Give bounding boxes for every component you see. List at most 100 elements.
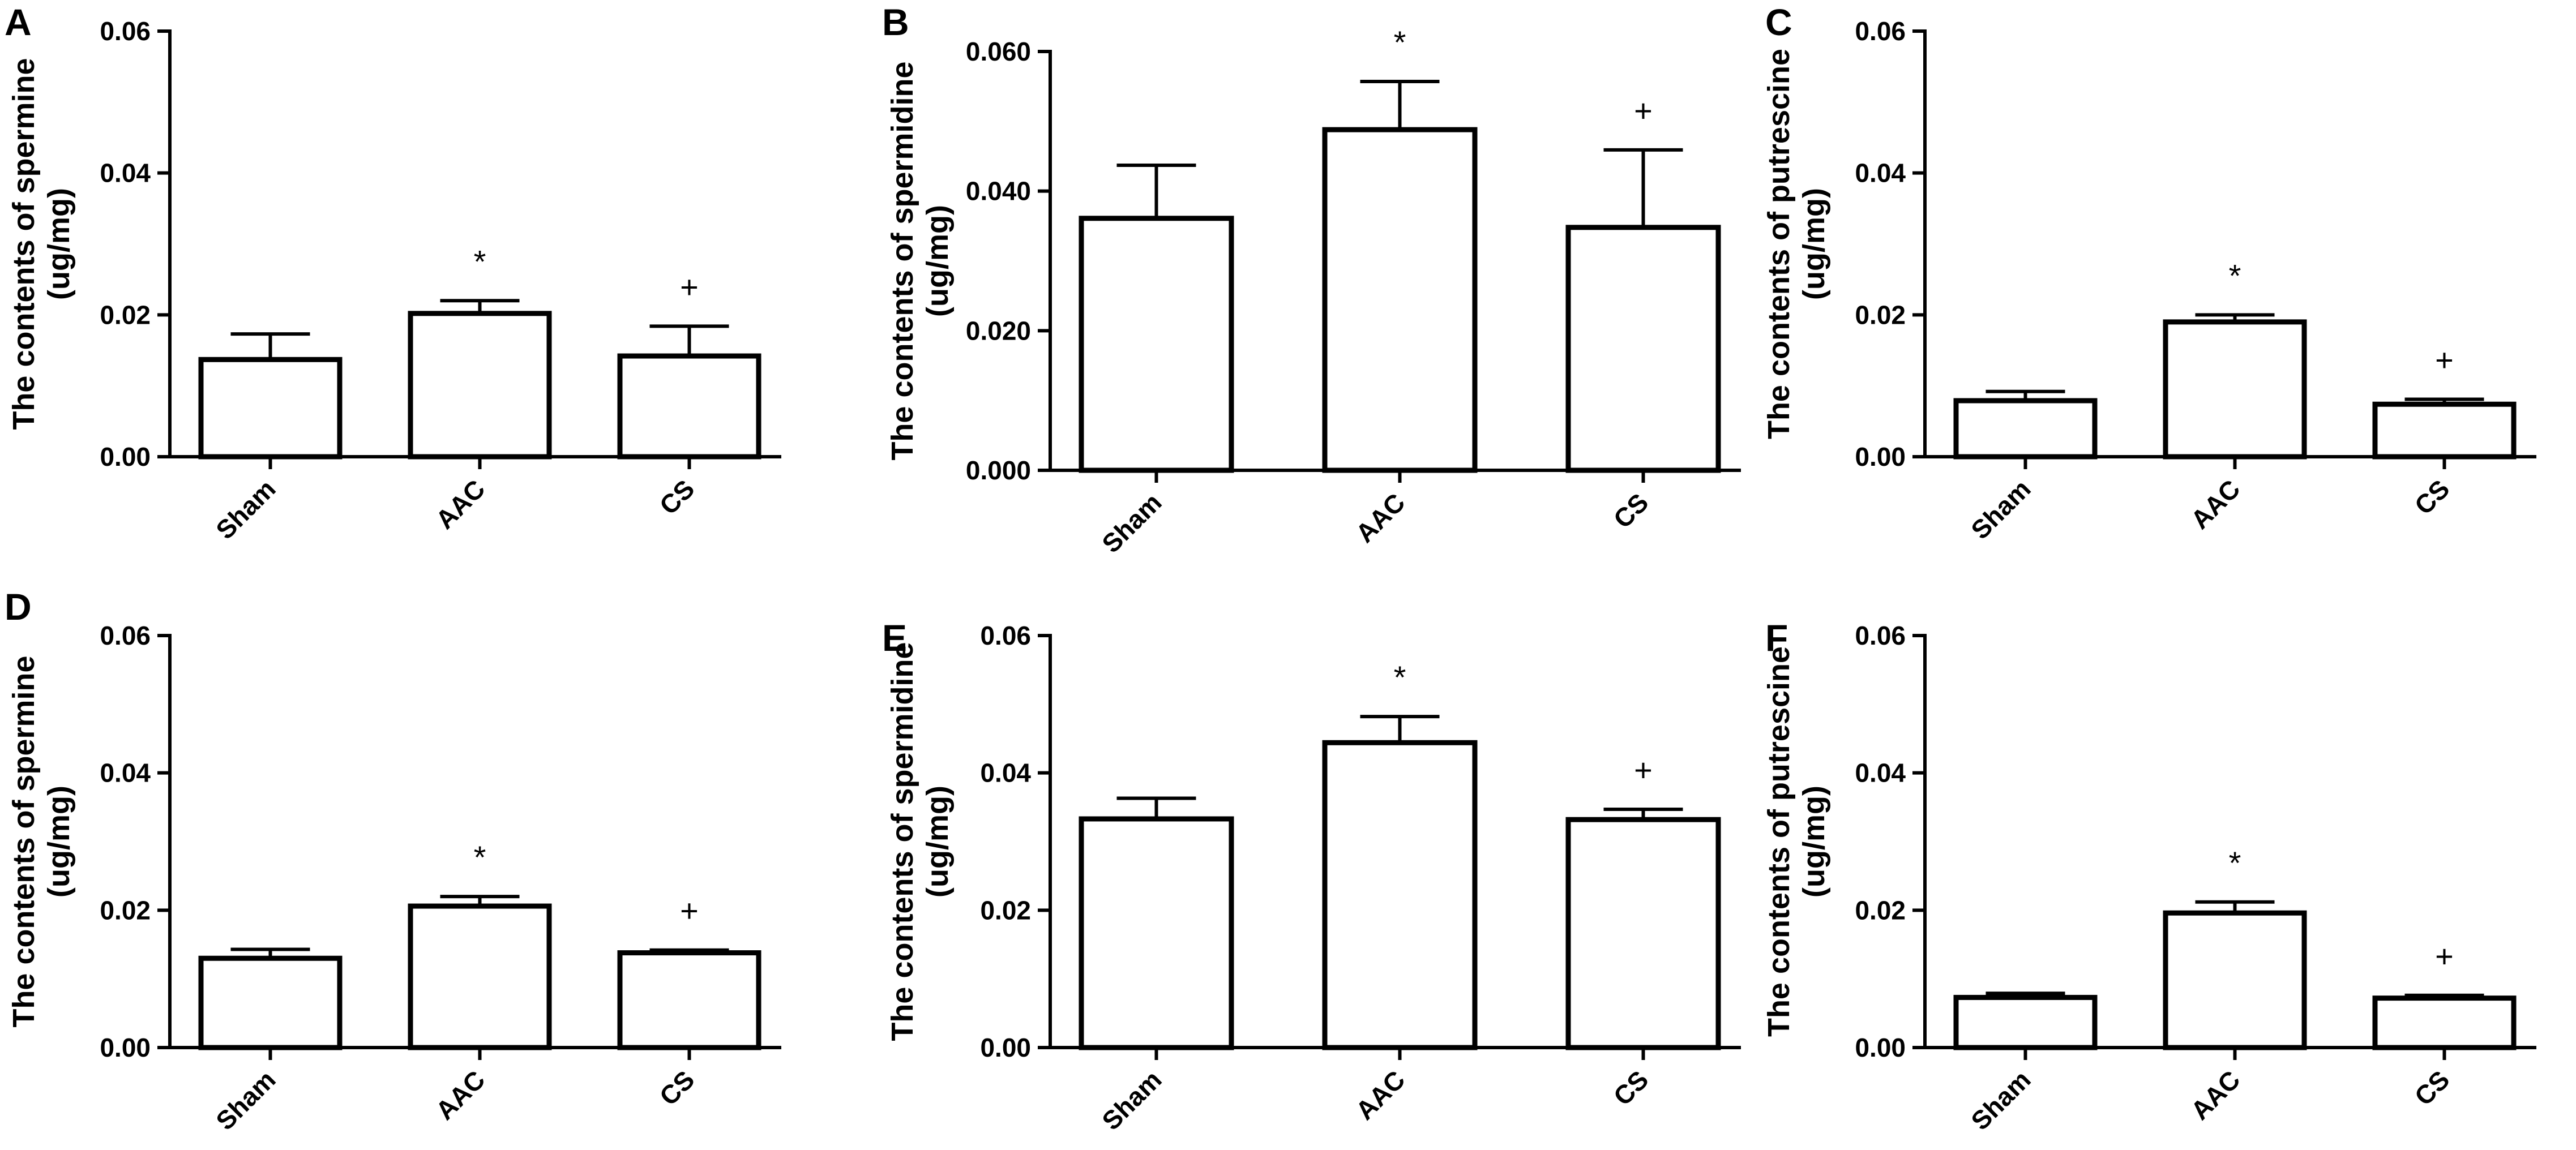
y-axis-label-line2: (ug/mg) [42,786,76,898]
y-tick-label: 0.04 [1855,758,1906,788]
y-axis-label-line1: The contents of spermidine [885,642,919,1041]
panel-c: C The contents of putrescine(ug/mg) 0.00 0.… [1762,1,2536,545]
x-tick-label: Sham [1096,487,1167,558]
significance-marker: + [2435,342,2454,377]
y-axis-label-line1: The contents of spermine [7,58,41,430]
y-axis-label: The contents of spermidine(ug/mg) [885,642,955,1041]
panel-letter: F [1765,617,1788,659]
significance-marker: * [1394,659,1406,695]
bar-cs [2372,995,2517,1050]
x-tick-label: Sham [210,474,281,544]
y-tick-label: 0.02 [1855,895,1906,925]
bar-sham [1953,994,2098,1050]
bar-sham [1953,398,2098,460]
bar-sham [198,955,343,1050]
y-tick-label: 0.06 [1855,621,1906,650]
significance-marker: + [1634,752,1653,788]
y-tick-label: 0.00 [100,442,151,471]
bar-sham [198,357,343,460]
y-tick-label: 0.02 [100,300,151,329]
bar-aac [408,311,552,460]
significance-marker: + [1634,93,1653,128]
x-tick-label: CS [1608,1065,1654,1111]
bar-aac [1322,127,1478,473]
y-tick-label: 0.000 [966,456,1031,485]
panel-b: B The contents of spermidine(ug/mg) 0.000 0… [882,1,1741,559]
x-tick-label: CS [2409,1065,2455,1111]
y-axis-label: The contents of spermine(ug/mg) [7,58,76,430]
bar-cs [617,353,761,460]
y-tick-label: 0.06 [1855,16,1906,46]
panel-letter: B [882,1,909,43]
x-tick-label: AAC [2185,1065,2245,1125]
y-tick-label: 0.04 [100,158,151,188]
y-axis-label-line1: The contents of spermidine [885,61,919,460]
x-tick-label: Sham [1096,1065,1167,1135]
x-tick-label: AAC [1350,1065,1410,1125]
y-tick-label: 0.020 [966,316,1031,345]
significance-marker: * [1394,24,1406,60]
x-tick-label: AAC [430,474,490,534]
x-tick-label: CS [2409,474,2455,520]
y-tick-label: 0.02 [980,895,1031,925]
x-tick-label: Sham [1965,474,2036,544]
y-tick-label: 0.04 [1855,158,1906,188]
y-tick-label: 0.04 [980,758,1031,788]
y-tick-label: 0.06 [100,621,151,650]
x-tick-label: AAC [430,1065,490,1125]
y-axis-label-line1: The contents of putrescine [1762,646,1796,1037]
y-axis-label-line2: (ug/mg) [1797,786,1831,898]
x-tick-label: Sham [1965,1065,2036,1135]
y-tick-label: 0.060 [966,37,1031,66]
y-tick-label: 0.06 [980,621,1031,650]
x-tick-label: AAC [2185,474,2245,534]
bar-sham [1079,216,1234,473]
x-tick-label: CS [654,1065,700,1111]
x-tick-label: CS [654,474,700,520]
y-axis-label-line2: (ug/mg) [921,786,955,898]
y-axis-label: The contents of spermine(ug/mg) [7,655,76,1027]
significance-marker: * [2229,258,2241,293]
bar-aac [2163,319,2307,460]
x-tick-label: AAC [1350,487,1410,548]
y-tick-label: 0.02 [100,895,151,925]
bar-aac [408,903,552,1050]
y-tick-label: 0.00 [980,1033,1031,1062]
panel-a: A The contents of spermine(ug/mg) 0.00 0.02… [5,1,781,545]
y-axis-label-line2: (ug/mg) [921,205,955,317]
significance-marker: * [2229,845,2241,881]
significance-marker: + [680,269,699,304]
panel-letter: D [5,586,32,628]
y-axis-label-line1: The contents of spermine [7,655,41,1027]
significance-marker: * [474,839,486,875]
panel-letter: E [882,617,907,659]
bar-cs [2372,401,2517,460]
bar-sham [1079,816,1234,1050]
x-tick-label: CS [1608,487,1654,534]
significance-marker: + [2435,938,2454,974]
x-tick-label: Sham [210,1065,281,1135]
bar-aac [1322,740,1478,1050]
y-axis-label-line1: The contents of putrescine [1762,49,1796,439]
y-axis-label-line2: (ug/mg) [42,188,76,300]
significance-marker: + [680,893,699,929]
y-axis-label: The contents of putrescine(ug/mg) [1762,49,1831,439]
bar-cs [617,950,761,1050]
panel-letter: A [5,1,32,43]
bar-cs [1565,225,1721,473]
bar-aac [2163,910,2307,1050]
y-tick-label: 0.02 [1855,300,1906,329]
significance-marker: * [474,243,486,279]
y-axis-label-line2: (ug/mg) [1797,188,1831,300]
y-axis-label: The contents of putrescine(ug/mg) [1762,646,1831,1037]
panel-letter: C [1765,1,1792,43]
y-tick-label: 0.04 [100,758,151,788]
y-axis-label: The contents of spermidine(ug/mg) [885,61,955,460]
y-tick-label: 0.00 [1855,1033,1906,1062]
panel-d: D The contents of spermine(ug/mg) 0.00 0.02… [5,586,781,1136]
y-tick-label: 0.040 [966,177,1031,206]
